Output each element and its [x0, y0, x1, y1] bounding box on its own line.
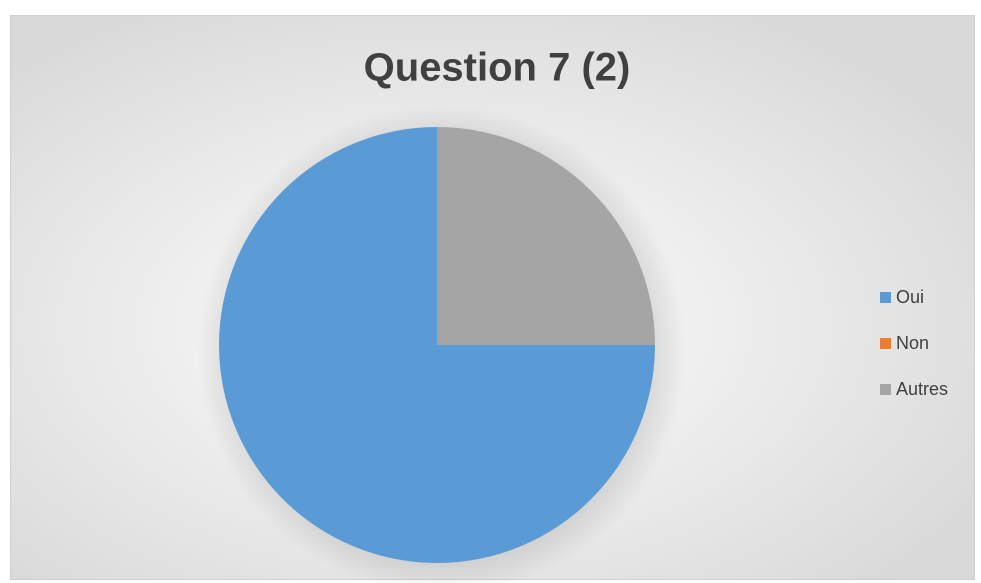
legend-swatch	[880, 292, 891, 303]
legend-swatch	[880, 384, 891, 395]
legend-label: Non	[896, 333, 929, 353]
legend-label: Autres	[896, 379, 948, 399]
chart-title: Question 7 (2)	[364, 46, 631, 90]
legend: Oui Non Autres	[880, 287, 948, 399]
legend-swatch	[880, 338, 891, 349]
pie-slice	[437, 127, 655, 345]
pie	[219, 127, 655, 563]
legend-label: Oui	[896, 287, 924, 307]
